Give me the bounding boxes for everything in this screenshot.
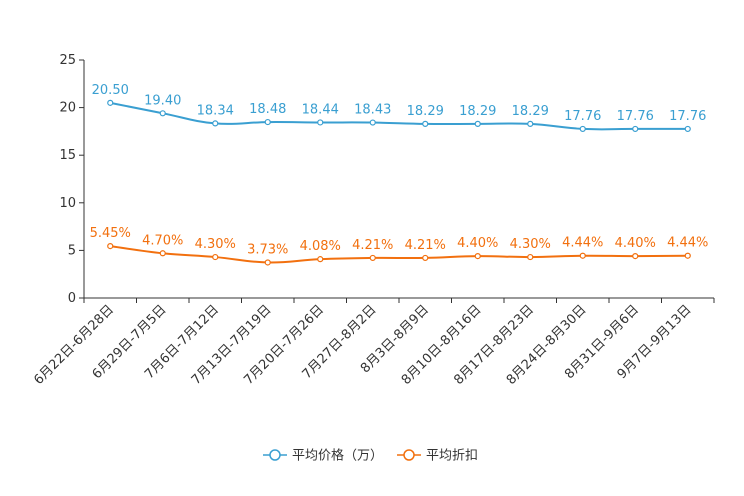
legend: 平均价格（万） 平均折扣	[263, 448, 478, 464]
legend-marker	[403, 449, 415, 461]
data-label: 20.50	[92, 83, 129, 98]
series-1: 20.50 19.40 18.34 18.48 18.44 18.43 18.29 18.29…	[92, 83, 706, 133]
data-label: 18.34	[197, 103, 234, 118]
data-point	[369, 119, 376, 126]
data-label: 4.30%	[195, 237, 236, 252]
data-point	[684, 125, 691, 133]
data-point	[527, 120, 534, 127]
data-point	[107, 243, 114, 250]
data-label: 4.44%	[562, 236, 603, 251]
y-axis: 0 5 10 15 20 25	[59, 53, 85, 306]
x-axis: 6月22日-6月28日6月29日-7月5日7月6日-7月12日7月13日-7月1…	[31, 297, 715, 388]
data-point	[212, 253, 219, 261]
y-tick-label: 20	[59, 101, 76, 116]
data-point	[264, 259, 271, 266]
series-line	[110, 245, 688, 264]
data-point	[474, 120, 481, 127]
data-label: 17.76	[669, 109, 706, 124]
legend-item-2: 平均折扣	[397, 449, 478, 464]
y-tick-label: 5	[68, 243, 76, 258]
data-point	[212, 120, 219, 127]
series-layer: 20.50 19.40 18.34 18.48 18.44 18.43 18.29 18.29…	[90, 83, 708, 266]
data-label: 18.44	[302, 102, 339, 117]
data-label: 4.21%	[405, 238, 446, 253]
data-label: 18.29	[407, 104, 444, 119]
data-label: 19.40	[144, 93, 181, 108]
data-label: 4.70%	[142, 233, 183, 248]
data-label: 3.73%	[247, 242, 288, 257]
data-label: 5.45%	[90, 226, 131, 241]
legend-item-1: 平均价格（万）	[263, 448, 383, 464]
data-point	[317, 119, 324, 126]
series-line	[110, 101, 688, 131]
data-point	[317, 256, 324, 263]
data-point	[369, 254, 376, 262]
data-point	[579, 252, 586, 259]
data-label: 18.43	[354, 103, 391, 118]
y-tick-label: 10	[59, 196, 76, 211]
data-point	[264, 118, 271, 126]
data-label: 4.40%	[457, 236, 498, 251]
data-point	[527, 253, 534, 261]
data-label: 18.48	[249, 102, 286, 117]
data-label: 4.30%	[510, 237, 551, 252]
data-point	[107, 99, 114, 106]
data-point	[632, 253, 639, 260]
data-label: 4.08%	[300, 239, 341, 254]
data-point	[159, 250, 166, 257]
data-point	[159, 110, 166, 117]
legend-label: 平均折扣	[426, 449, 478, 464]
data-label: 4.40%	[615, 236, 656, 251]
legend-label: 平均价格（万）	[292, 448, 383, 464]
data-label: 18.29	[459, 104, 496, 119]
data-label: 4.44%	[667, 236, 708, 251]
legend-marker	[269, 449, 281, 461]
data-point	[422, 254, 429, 262]
data-label: 4.21%	[352, 238, 393, 253]
data-point	[632, 125, 639, 133]
y-tick-label: 0	[68, 291, 76, 306]
series-2: 5.45% 4.70% 4.30% 3.73% 4.08% 4.21% 4.21% 4.40%…	[90, 226, 708, 266]
data-label: 18.29	[512, 104, 549, 119]
data-point	[474, 253, 481, 260]
data-label: 17.76	[617, 109, 654, 124]
y-tick-label: 15	[59, 148, 76, 163]
data-point	[422, 120, 429, 127]
y-tick-label: 25	[59, 53, 76, 68]
data-point	[579, 125, 586, 133]
data-label: 17.76	[564, 109, 601, 124]
data-point	[684, 252, 691, 259]
